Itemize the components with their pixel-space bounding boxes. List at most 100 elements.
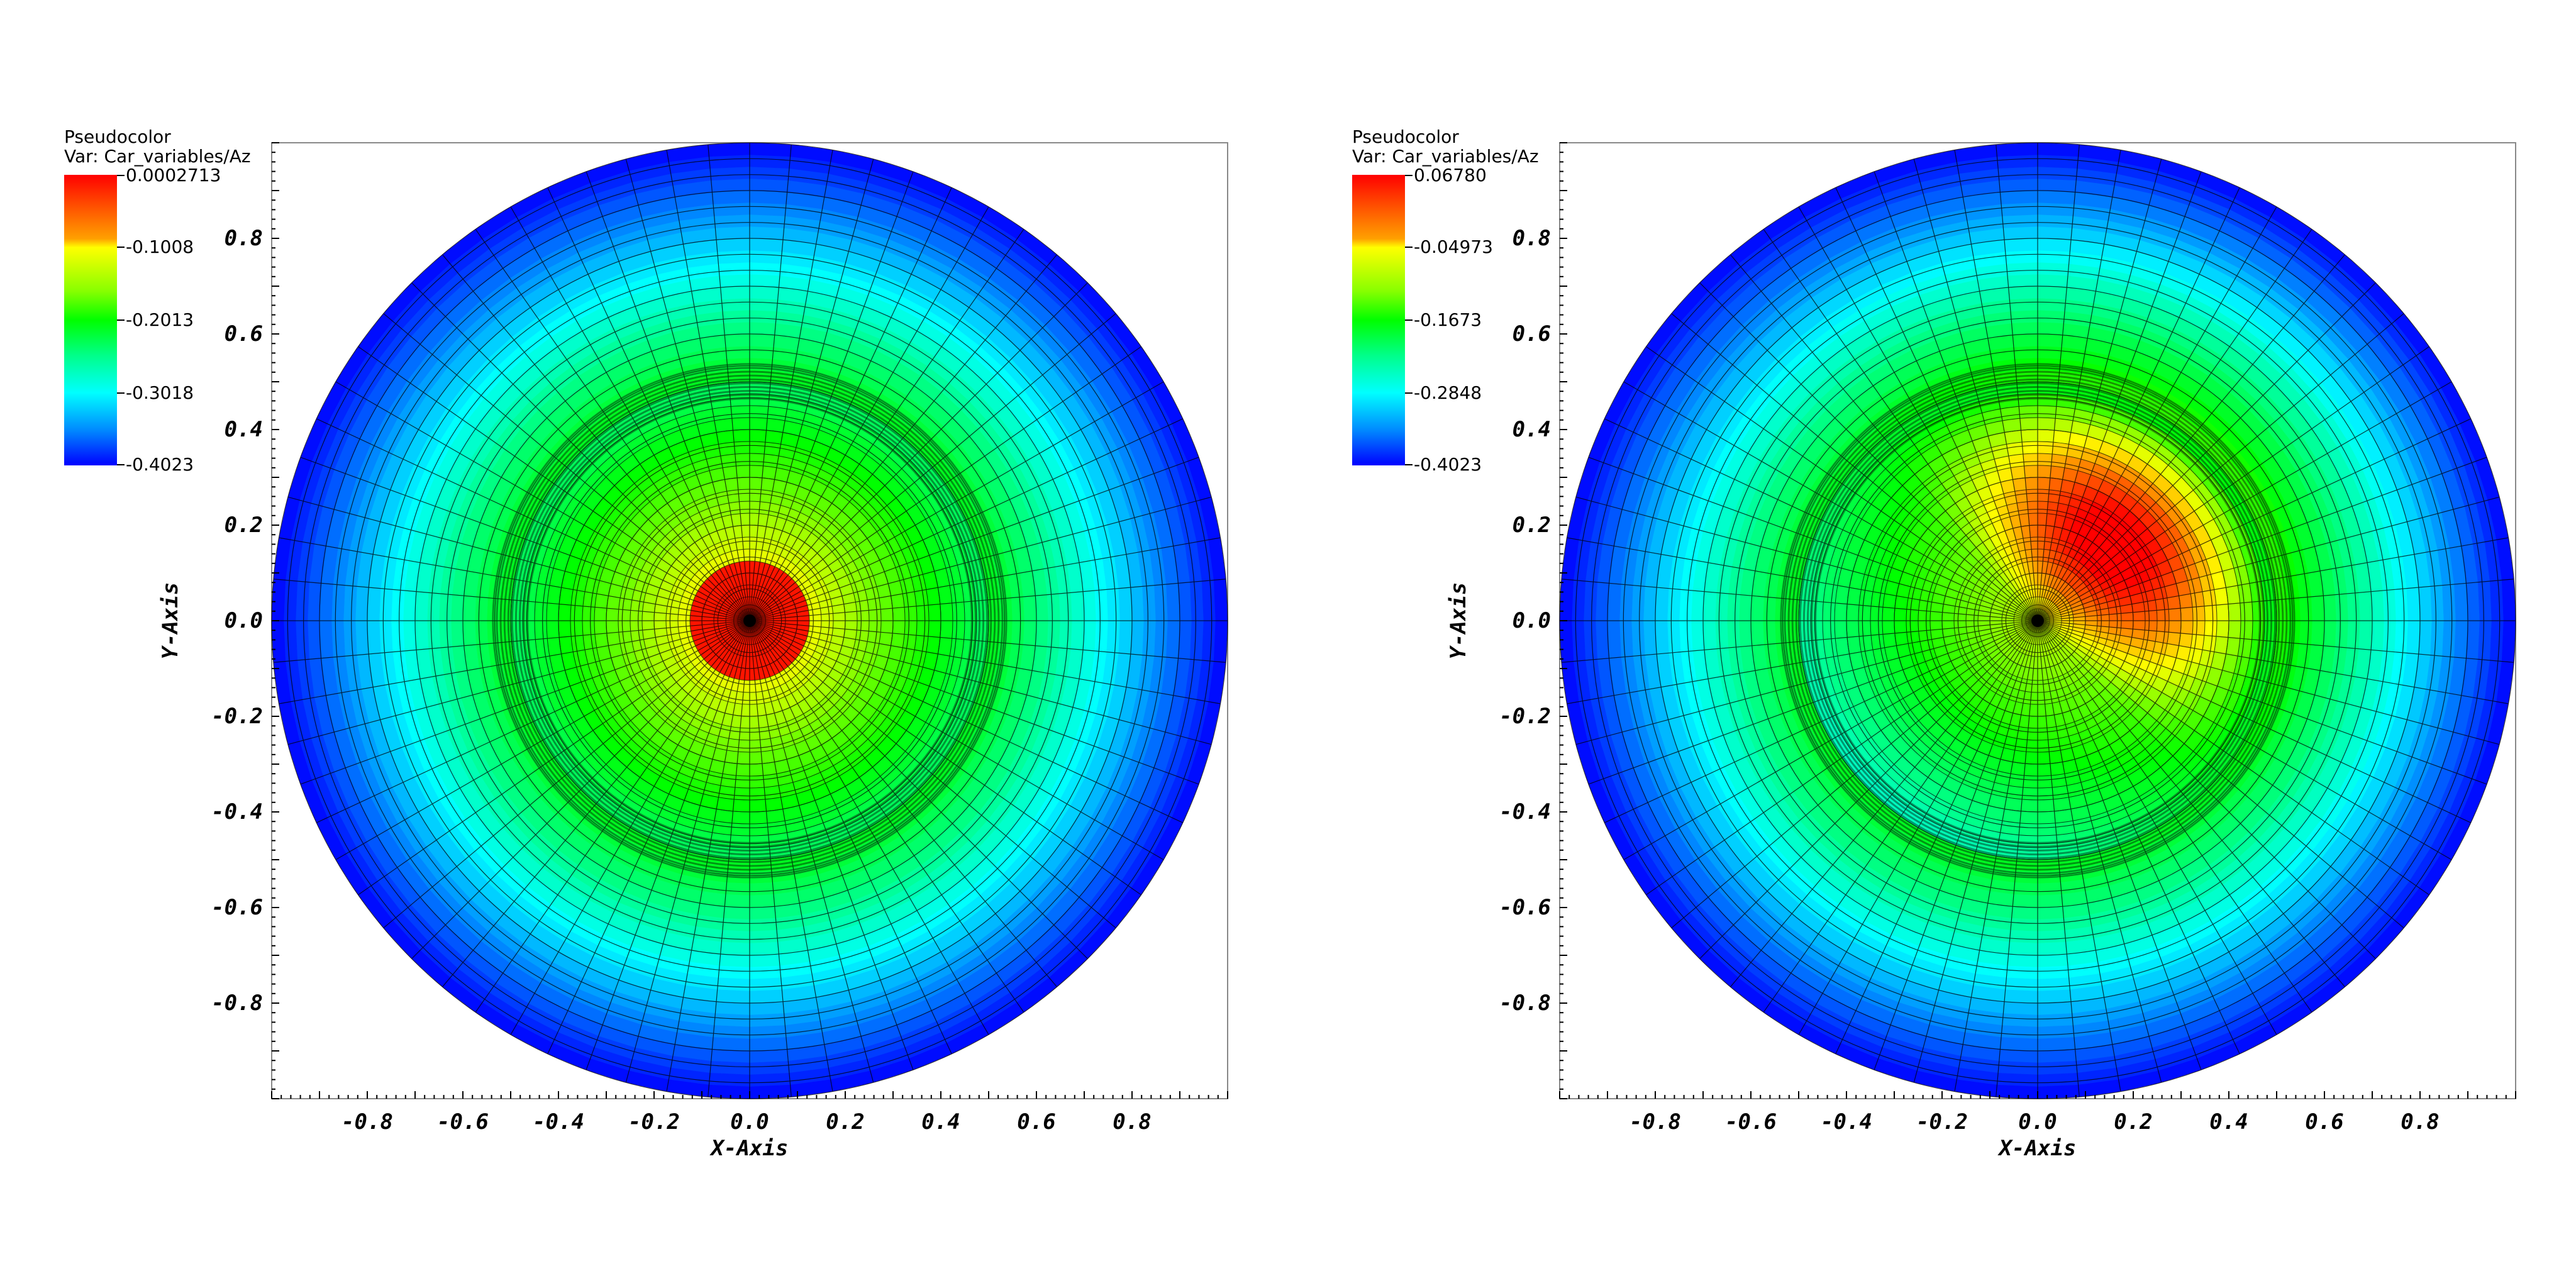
field-cell bbox=[731, 417, 750, 431]
field-cell bbox=[2037, 489, 2050, 502]
field-cell bbox=[1762, 620, 1776, 645]
plot-panel-right: -0.8 -0.6 -0.4 -0.2 0.0 0.2 0.4 0.6 0.8 0.8 0.6 0.4… bbox=[1288, 0, 2576, 1288]
field-cell bbox=[641, 620, 655, 631]
field-cell bbox=[1190, 620, 1204, 661]
field-cell bbox=[708, 1084, 750, 1099]
field-cell bbox=[2037, 429, 2055, 443]
field-cell bbox=[391, 620, 405, 653]
field-cell bbox=[749, 739, 762, 753]
field-cell bbox=[1094, 620, 1109, 653]
field-cell bbox=[904, 620, 918, 636]
field-cell bbox=[749, 477, 763, 491]
field-cell bbox=[722, 465, 738, 480]
field-cell bbox=[2037, 799, 2055, 813]
field-cell bbox=[2021, 787, 2038, 801]
field-cell bbox=[1846, 620, 1860, 638]
field-cell bbox=[749, 1025, 787, 1040]
field-cell bbox=[749, 441, 766, 455]
field-cell bbox=[355, 586, 369, 621]
y-tick-label: 0.6 bbox=[225, 321, 263, 347]
field-cell bbox=[716, 238, 750, 252]
field-cell bbox=[1870, 634, 1885, 650]
field-cell bbox=[1190, 580, 1204, 621]
field-cell bbox=[606, 608, 619, 621]
field-cell bbox=[534, 601, 548, 621]
field-cell bbox=[2037, 811, 2056, 824]
field-cell bbox=[914, 589, 929, 607]
field-cell bbox=[749, 297, 779, 312]
field-cell bbox=[2190, 634, 2205, 650]
colorbar-tick bbox=[117, 175, 125, 176]
field-cell bbox=[749, 250, 782, 264]
field-cell bbox=[1070, 591, 1085, 621]
field-cell bbox=[534, 620, 548, 640]
field-cell bbox=[2037, 477, 2051, 491]
field-cell bbox=[718, 262, 750, 276]
field-cell bbox=[749, 1037, 787, 1052]
field-cell bbox=[717, 250, 750, 264]
field-cell bbox=[722, 309, 750, 324]
field-cell bbox=[736, 465, 750, 479]
field-cell bbox=[749, 965, 782, 980]
field-cell bbox=[462, 595, 476, 621]
field-cell bbox=[1118, 620, 1133, 655]
field-cell bbox=[1046, 620, 1061, 648]
field-cell bbox=[1166, 620, 1180, 658]
field-cell bbox=[717, 977, 750, 992]
colorbar-tick bbox=[117, 319, 125, 321]
field-cell bbox=[1106, 620, 1121, 653]
field-cell bbox=[712, 1037, 750, 1052]
field-cell bbox=[2037, 763, 2051, 777]
field-cell bbox=[749, 274, 780, 288]
field-cell bbox=[952, 601, 965, 621]
x-tick-label: 0.4 bbox=[921, 1109, 960, 1135]
field-cell bbox=[1070, 620, 1085, 650]
field-cell bbox=[2037, 716, 2048, 729]
field-cell bbox=[1894, 608, 1907, 621]
field-cell bbox=[2145, 610, 2158, 621]
field-cell bbox=[2013, 345, 2038, 359]
field-cell bbox=[570, 620, 584, 637]
field-cell bbox=[2024, 477, 2038, 491]
field-cell bbox=[2026, 489, 2038, 502]
field-cell bbox=[1894, 620, 1907, 634]
field-cell bbox=[749, 1049, 789, 1063]
field-cell bbox=[928, 604, 941, 621]
y-tick-label: 0.2 bbox=[225, 513, 263, 538]
field-cell bbox=[582, 634, 597, 650]
field-cell bbox=[331, 584, 345, 621]
field-cell bbox=[733, 429, 750, 443]
field-cell bbox=[720, 286, 750, 300]
field-cell bbox=[749, 1061, 790, 1075]
field-cell bbox=[725, 882, 750, 896]
field-cell bbox=[1929, 611, 1943, 621]
field-cell bbox=[2228, 620, 2241, 639]
field-cell bbox=[272, 579, 286, 621]
field-cell bbox=[570, 589, 586, 607]
field-cell bbox=[749, 262, 782, 276]
field-cell bbox=[2023, 453, 2038, 467]
field-cell bbox=[426, 592, 441, 621]
field-cell bbox=[2037, 333, 2063, 347]
field-cell bbox=[1178, 620, 1192, 660]
field-cell bbox=[343, 620, 357, 657]
field-cell bbox=[709, 154, 750, 169]
field-cell bbox=[749, 930, 779, 944]
field-cell bbox=[735, 775, 750, 789]
field-cell bbox=[546, 620, 560, 639]
field-cell bbox=[749, 226, 784, 240]
field-cell bbox=[749, 321, 776, 336]
field-cell bbox=[739, 501, 750, 514]
field-cell bbox=[2192, 620, 2206, 636]
field-cell bbox=[721, 930, 750, 944]
field-cell bbox=[902, 634, 917, 650]
field-cell bbox=[450, 594, 465, 621]
field-cell bbox=[891, 633, 905, 648]
field-cell bbox=[736, 751, 750, 765]
field-cell bbox=[1106, 588, 1121, 621]
field-cell bbox=[892, 620, 906, 635]
field-cell bbox=[914, 635, 929, 652]
field-cell bbox=[2037, 787, 2054, 801]
field-cell bbox=[319, 620, 333, 658]
field-cell bbox=[763, 773, 779, 788]
